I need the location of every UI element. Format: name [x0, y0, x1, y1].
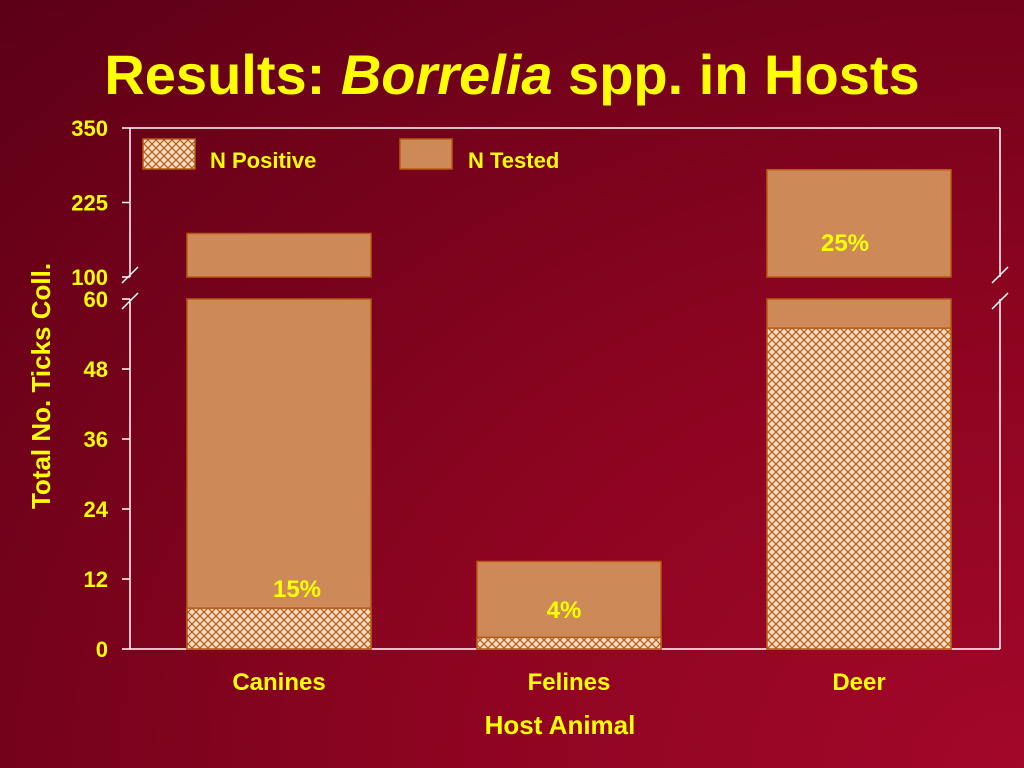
slide-title: Results: Borrelia spp. in Hosts: [0, 40, 1024, 110]
bar-tested-canines-lower: [186, 298, 372, 650]
bar-tested-felines: [476, 560, 662, 650]
axis-break-mark-right-2: [991, 292, 1009, 310]
title-italic: Borrelia: [340, 43, 553, 106]
y-tick-label: 12: [84, 567, 108, 592]
legend-swatch-tested: [399, 138, 453, 170]
percent-label: 15%: [273, 576, 321, 603]
legend-swatch-positive: [142, 138, 196, 170]
percent-label: 25%: [821, 230, 869, 257]
legend: N Positive N Tested: [142, 138, 559, 173]
bar-tested-deer-upper: [766, 168, 952, 278]
percent-label: 4%: [547, 597, 582, 624]
bars-layer: [186, 168, 952, 650]
x-tick-label: Deer: [832, 669, 885, 696]
axis-break-mark-right-1: [991, 266, 1009, 284]
y-tick-label: 24: [84, 497, 109, 522]
x-tick-label: Felines: [528, 669, 611, 696]
y-tick-label: 350: [71, 116, 108, 141]
percent-annotations: 15% 4% 25%: [273, 230, 869, 624]
legend-label-positive: N Positive: [210, 148, 316, 173]
x-axis-title: Host Animal: [485, 710, 636, 740]
axis-break-mark-left-1: [121, 266, 139, 284]
y-tick-label: 48: [84, 357, 108, 382]
y-axis-title: Total No. Ticks Coll.: [26, 263, 56, 509]
y-tick-label: 225: [71, 191, 108, 216]
bar-tested-canines-upper: [186, 232, 372, 278]
title-suffix: spp. in Hosts: [552, 43, 920, 106]
axis-break-mark-left-2: [121, 292, 139, 310]
y-tick-label: 36: [84, 427, 108, 452]
x-tick-label: Canines: [232, 669, 325, 696]
y-tick-label: 60: [84, 287, 108, 312]
bar-positive-deer: [766, 327, 952, 650]
y-tick-label: 0: [96, 637, 108, 662]
bar-positive-felines: [476, 636, 662, 650]
legend-label-tested: N Tested: [468, 148, 559, 173]
bar-positive-canines: [186, 607, 372, 650]
y-tick-label: 100: [71, 265, 108, 290]
title-prefix: Results:: [104, 43, 341, 106]
